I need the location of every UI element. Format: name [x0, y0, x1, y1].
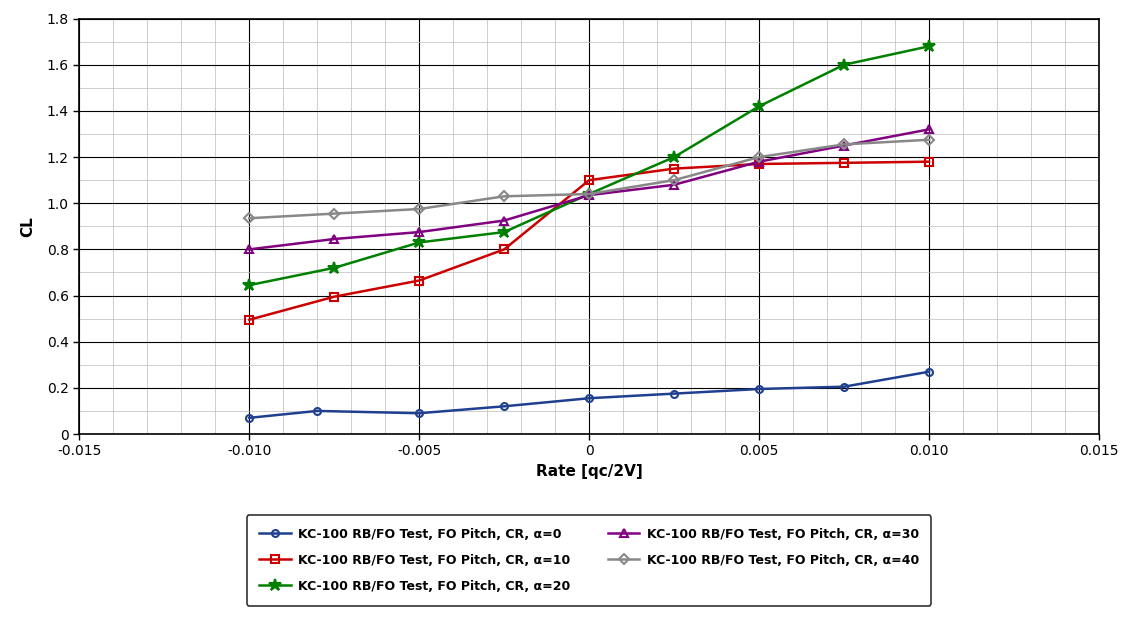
KC-100 RB/FO Test, FO Pitch, CR, α=20 — [667, 153, 681, 161]
KC-100 RB/FO Test, FO Pitch, CR, α=20 — [582, 190, 596, 198]
KC-100 RB/FO Test, FO Pitch, CR, α=30 — [582, 192, 596, 199]
KC-100 RB/FO Test, FO Pitch, CR, α=10 — [667, 165, 681, 172]
Line: KC-100 RB/FO Test, FO Pitch, CR, α=40: KC-100 RB/FO Test, FO Pitch, CR, α=40 — [246, 136, 932, 222]
Line: KC-100 RB/FO Test, FO Pitch, CR, α=0: KC-100 RB/FO Test, FO Pitch, CR, α=0 — [246, 368, 932, 422]
KC-100 RB/FO Test, FO Pitch, CR, α=40 — [582, 190, 596, 198]
KC-100 RB/FO Test, FO Pitch, CR, α=30 — [837, 142, 851, 149]
KC-100 RB/FO Test, FO Pitch, CR, α=30 — [667, 181, 681, 188]
KC-100 RB/FO Test, FO Pitch, CR, α=40 — [412, 205, 426, 213]
KC-100 RB/FO Test, FO Pitch, CR, α=20 — [242, 281, 256, 289]
Y-axis label: CL: CL — [20, 216, 35, 237]
Line: KC-100 RB/FO Test, FO Pitch, CR, α=10: KC-100 RB/FO Test, FO Pitch, CR, α=10 — [245, 157, 934, 324]
KC-100 RB/FO Test, FO Pitch, CR, α=30 — [497, 217, 511, 224]
KC-100 RB/FO Test, FO Pitch, CR, α=20 — [752, 102, 766, 110]
KC-100 RB/FO Test, FO Pitch, CR, α=30 — [327, 235, 341, 242]
KC-100 RB/FO Test, FO Pitch, CR, α=0 — [582, 394, 596, 402]
KC-100 RB/FO Test, FO Pitch, CR, α=30 — [922, 126, 936, 133]
KC-100 RB/FO Test, FO Pitch, CR, α=10 — [242, 316, 256, 324]
KC-100 RB/FO Test, FO Pitch, CR, α=20 — [412, 239, 426, 246]
KC-100 RB/FO Test, FO Pitch, CR, α=0 — [752, 385, 766, 392]
KC-100 RB/FO Test, FO Pitch, CR, α=40 — [497, 193, 511, 200]
KC-100 RB/FO Test, FO Pitch, CR, α=40 — [922, 136, 936, 143]
KC-100 RB/FO Test, FO Pitch, CR, α=30 — [752, 158, 766, 166]
X-axis label: Rate [qc/2V]: Rate [qc/2V] — [536, 464, 642, 479]
Legend: KC-100 RB/FO Test, FO Pitch, CR, α=0, KC-100 RB/FO Test, FO Pitch, CR, α=10, KC-: KC-100 RB/FO Test, FO Pitch, CR, α=0, KC… — [247, 515, 931, 606]
KC-100 RB/FO Test, FO Pitch, CR, α=40 — [327, 210, 341, 218]
KC-100 RB/FO Test, FO Pitch, CR, α=20 — [837, 61, 851, 68]
KC-100 RB/FO Test, FO Pitch, CR, α=20 — [497, 228, 511, 236]
KC-100 RB/FO Test, FO Pitch, CR, α=10 — [922, 158, 936, 166]
KC-100 RB/FO Test, FO Pitch, CR, α=10 — [837, 159, 851, 167]
KC-100 RB/FO Test, FO Pitch, CR, α=20 — [922, 43, 936, 50]
KC-100 RB/FO Test, FO Pitch, CR, α=30 — [242, 246, 256, 253]
KC-100 RB/FO Test, FO Pitch, CR, α=10 — [497, 246, 511, 253]
KC-100 RB/FO Test, FO Pitch, CR, α=10 — [752, 161, 766, 168]
KC-100 RB/FO Test, FO Pitch, CR, α=40 — [242, 215, 256, 222]
KC-100 RB/FO Test, FO Pitch, CR, α=10 — [582, 177, 596, 184]
Line: KC-100 RB/FO Test, FO Pitch, CR, α=20: KC-100 RB/FO Test, FO Pitch, CR, α=20 — [242, 40, 936, 291]
KC-100 RB/FO Test, FO Pitch, CR, α=0 — [667, 390, 681, 397]
KC-100 RB/FO Test, FO Pitch, CR, α=10 — [327, 293, 341, 301]
KC-100 RB/FO Test, FO Pitch, CR, α=30 — [412, 228, 426, 236]
Line: KC-100 RB/FO Test, FO Pitch, CR, α=30: KC-100 RB/FO Test, FO Pitch, CR, α=30 — [245, 125, 934, 254]
KC-100 RB/FO Test, FO Pitch, CR, α=20 — [327, 264, 341, 272]
KC-100 RB/FO Test, FO Pitch, CR, α=10 — [412, 277, 426, 284]
KC-100 RB/FO Test, FO Pitch, CR, α=0 — [242, 414, 256, 422]
KC-100 RB/FO Test, FO Pitch, CR, α=40 — [837, 141, 851, 148]
KC-100 RB/FO Test, FO Pitch, CR, α=0 — [837, 383, 851, 391]
KC-100 RB/FO Test, FO Pitch, CR, α=0 — [922, 368, 936, 375]
KC-100 RB/FO Test, FO Pitch, CR, α=40 — [667, 177, 681, 184]
KC-100 RB/FO Test, FO Pitch, CR, α=0 — [497, 402, 511, 410]
KC-100 RB/FO Test, FO Pitch, CR, α=40 — [752, 153, 766, 161]
KC-100 RB/FO Test, FO Pitch, CR, α=0 — [412, 409, 426, 417]
KC-100 RB/FO Test, FO Pitch, CR, α=0 — [310, 407, 324, 415]
